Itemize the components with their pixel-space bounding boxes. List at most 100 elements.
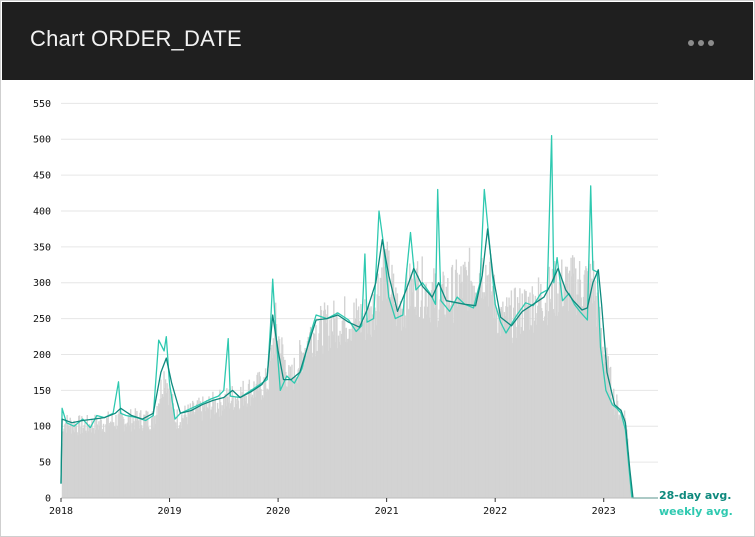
daily-bar [588,260,590,498]
daily-bar [577,279,579,498]
daily-bar [309,326,312,498]
daily-bar [419,316,421,498]
daily-bar [571,255,574,498]
daily-bar [348,328,351,498]
daily-bar [505,306,507,498]
daily-bar [364,299,366,498]
daily-bar [597,289,599,498]
daily-bar [303,364,306,498]
daily-bar [600,327,603,498]
daily-bar [614,405,616,498]
daily-bar [623,427,625,498]
daily-bar [130,431,133,498]
daily-bar [578,261,581,498]
daily-bar [342,318,344,498]
daily-bar [400,330,402,498]
daily-bar [522,330,524,498]
daily-bar [537,305,539,498]
daily-bar [394,308,396,498]
y-tick-label: 250 [33,314,51,325]
daily-bar [471,285,474,498]
daily-bar [281,337,283,498]
daily-bar [565,268,568,498]
daily-bar [376,294,378,498]
daily-bar [378,295,380,498]
daily-bar [232,395,234,498]
daily-bar [388,299,391,498]
daily-bar [170,391,172,498]
daily-bar [287,381,289,498]
x-tick-label: 2020 [266,506,290,517]
daily-bar [457,306,459,498]
daily-bar [308,351,310,498]
daily-bar [119,409,121,498]
daily-bar [495,307,498,498]
daily-bar [173,408,175,498]
daily-bar [629,477,631,498]
daily-bar [268,355,271,498]
daily-bar [200,411,202,498]
daily-bar [276,340,278,498]
daily-bar [84,422,86,498]
daily-bar [140,410,142,498]
daily-bar [163,371,165,498]
daily-bar [437,327,439,498]
daily-bar [105,418,108,498]
more-options-icon[interactable] [688,40,714,46]
daily-bar [402,311,404,498]
daily-bar [322,353,324,498]
daily-bar [493,274,496,498]
daily-bar [264,368,267,498]
daily-bar [467,310,469,498]
daily-bar [95,415,98,498]
daily-bar [120,411,123,498]
daily-bar [146,425,148,498]
daily-bar [215,413,217,498]
daily-bar [427,293,430,498]
daily-bar [305,354,307,498]
daily-bar [79,433,82,498]
daily-bar [160,379,162,498]
daily-bar [583,274,585,498]
daily-bar [202,407,205,498]
daily-bar [351,324,354,498]
chart-title: Chart ORDER_DATE [30,26,242,51]
daily-bar [74,423,77,498]
daily-bar [606,347,608,498]
daily-bar [571,276,573,498]
daily-bar [101,431,103,498]
daily-bar [279,362,282,498]
daily-bar [450,267,453,498]
daily-bar [445,286,447,498]
daily-bar [569,299,572,498]
daily-bar [587,306,589,498]
daily-bar [263,377,265,498]
daily-bar [453,302,455,498]
daily-bar [414,306,416,498]
daily-bar [575,315,578,498]
daily-bar [175,428,178,498]
daily-bar [345,327,347,498]
daily-bar [171,407,173,498]
daily-bar [545,309,547,498]
legend-28-day-avg: 28-day avg. [659,489,731,502]
daily-bar [204,411,206,498]
daily-bar [435,287,437,498]
daily-bar [564,291,566,498]
daily-bar [513,307,515,498]
daily-bar [355,298,358,498]
daily-bar [85,430,87,498]
daily-bar [205,400,208,498]
daily-bar [201,420,203,498]
daily-bar [139,412,141,498]
daily-bar [266,388,268,498]
daily-bar [356,310,358,498]
daily-bar [611,402,613,498]
daily-bar [306,355,308,498]
daily-bar [319,320,321,498]
daily-bar [109,421,112,498]
daily-bar [401,308,403,498]
daily-bar [620,408,622,498]
daily-bar [77,435,79,498]
daily-bar [461,281,463,498]
